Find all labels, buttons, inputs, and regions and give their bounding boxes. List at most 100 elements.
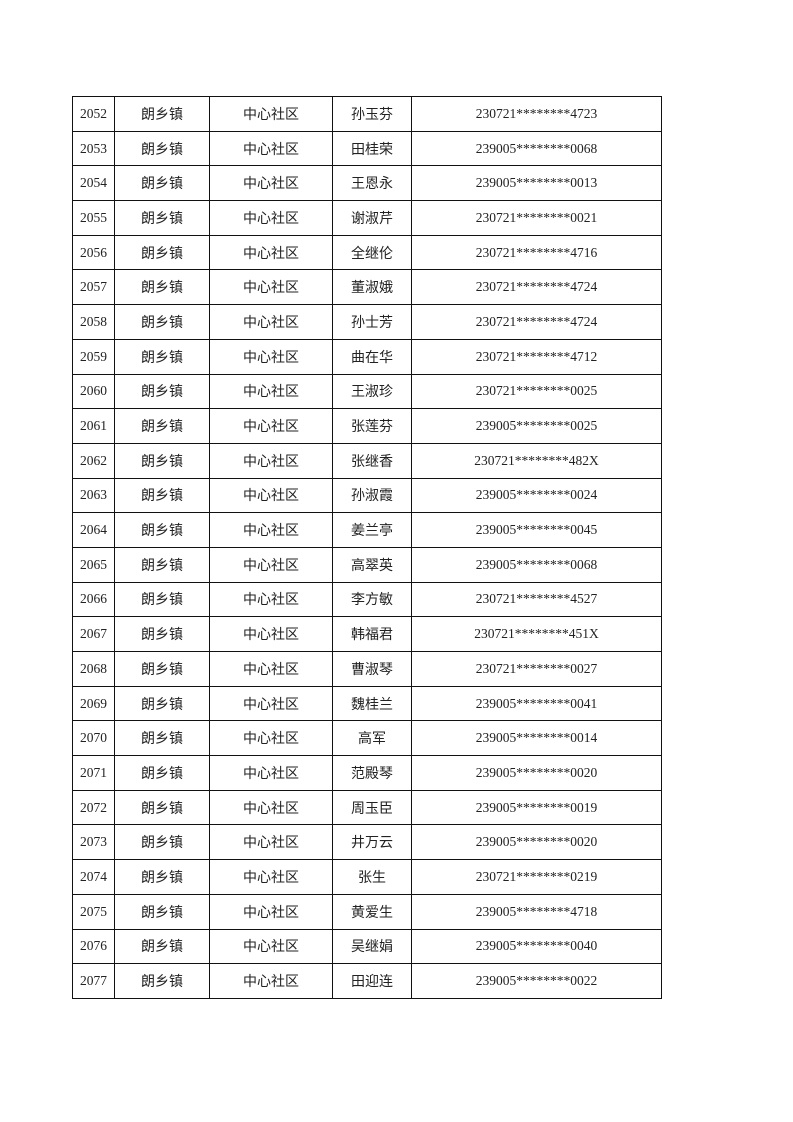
table-row: 2063 朗乡镇 中心社区 孙淑霞 239005********0024 bbox=[72, 477, 662, 514]
cell-community: 中心社区 bbox=[209, 130, 333, 167]
cell-community: 中心社区 bbox=[209, 893, 333, 930]
table-row: 2072 朗乡镇 中心社区 周玉臣 239005********0019 bbox=[72, 789, 662, 826]
cell-id-number: 239005********0068 bbox=[411, 130, 662, 167]
cell-town: 朗乡镇 bbox=[114, 442, 210, 479]
cell-name: 魏桂兰 bbox=[332, 685, 412, 722]
table-row: 2057 朗乡镇 中心社区 董淑娥 230721********4724 bbox=[72, 269, 662, 306]
table-row: 2066 朗乡镇 中心社区 李方敏 230721********4527 bbox=[72, 581, 662, 618]
cell-town: 朗乡镇 bbox=[114, 200, 210, 236]
table-row: 2074 朗乡镇 中心社区 张生 230721********0219 bbox=[72, 859, 662, 895]
cell-id-number: 230721********4716 bbox=[411, 234, 662, 271]
cell-id-number: 230721********4724 bbox=[411, 269, 662, 306]
cell-id-number: 230721********0027 bbox=[411, 651, 662, 687]
cell-name: 王恩永 bbox=[332, 165, 412, 202]
cell-community: 中心社区 bbox=[209, 789, 333, 826]
cell-community: 中心社区 bbox=[209, 963, 333, 999]
table-row: 2059 朗乡镇 中心社区 曲在华 230721********4712 bbox=[72, 338, 662, 375]
cell-row-number: 2062 bbox=[72, 442, 115, 479]
cell-name: 田桂荣 bbox=[332, 130, 412, 167]
cell-row-number: 2067 bbox=[72, 616, 115, 652]
table-row: 2069 朗乡镇 中心社区 魏桂兰 239005********0041 bbox=[72, 685, 662, 722]
cell-community: 中心社区 bbox=[209, 338, 333, 375]
cell-town: 朗乡镇 bbox=[114, 373, 210, 410]
cell-row-number: 2071 bbox=[72, 755, 115, 791]
cell-id-number: 239005********0024 bbox=[411, 477, 662, 514]
cell-town: 朗乡镇 bbox=[114, 651, 210, 687]
cell-town: 朗乡镇 bbox=[114, 616, 210, 652]
cell-row-number: 2068 bbox=[72, 651, 115, 687]
table-row: 2054 朗乡镇 中心社区 王恩永 239005********0013 bbox=[72, 165, 662, 202]
cell-town: 朗乡镇 bbox=[114, 512, 210, 548]
cell-row-number: 2058 bbox=[72, 304, 115, 340]
cell-id-number: 239005********0025 bbox=[411, 408, 662, 444]
records-table: 2052 朗乡镇 中心社区 孙玉芬 230721********4723 2053 朗乡镇中… bbox=[72, 96, 662, 999]
cell-community: 中心社区 bbox=[209, 546, 333, 583]
cell-row-number: 2056 bbox=[72, 234, 115, 271]
cell-id-number: 239005********0013 bbox=[411, 165, 662, 202]
cell-id-number: 230721********482X bbox=[411, 442, 662, 479]
table-row: 2071 朗乡镇 中心社区 范殿琴 239005********0020 bbox=[72, 755, 662, 791]
cell-town: 朗乡镇 bbox=[114, 789, 210, 826]
cell-community: 中心社区 bbox=[209, 616, 333, 652]
cell-town: 朗乡镇 bbox=[114, 685, 210, 722]
cell-id-number: 239005********0019 bbox=[411, 789, 662, 826]
cell-town: 朗乡镇 bbox=[114, 408, 210, 444]
cell-town: 朗乡镇 bbox=[114, 477, 210, 514]
table-row: 2064 朗乡镇 中心社区 姜兰亭 239005********0045 bbox=[72, 512, 662, 548]
cell-community: 中心社区 bbox=[209, 581, 333, 618]
cell-id-number: 239005********0014 bbox=[411, 720, 662, 757]
cell-community: 中心社区 bbox=[209, 373, 333, 410]
cell-name: 范殿琴 bbox=[332, 755, 412, 791]
cell-name: 全继伦 bbox=[332, 234, 412, 271]
cell-row-number: 2073 bbox=[72, 824, 115, 861]
cell-community: 中心社区 bbox=[209, 928, 333, 965]
cell-name: 李方敏 bbox=[332, 581, 412, 618]
cell-town: 朗乡镇 bbox=[114, 755, 210, 791]
cell-town: 朗乡镇 bbox=[114, 165, 210, 202]
cell-id-number: 230721********0219 bbox=[411, 859, 662, 895]
cell-row-number: 2075 bbox=[72, 893, 115, 930]
cell-name: 高翠英 bbox=[332, 546, 412, 583]
cell-id-number: 239005********0041 bbox=[411, 685, 662, 722]
cell-row-number: 2072 bbox=[72, 789, 115, 826]
cell-town: 朗乡镇 bbox=[114, 269, 210, 306]
cell-row-number: 2053 bbox=[72, 130, 115, 167]
cell-community: 中心社区 bbox=[209, 720, 333, 757]
cell-id-number: 230721********0021 bbox=[411, 200, 662, 236]
cell-town: 朗乡镇 bbox=[114, 859, 210, 895]
cell-town: 朗乡镇 bbox=[114, 824, 210, 861]
table-row: 2065 朗乡镇 中心社区 高翠英 239005********0068 bbox=[72, 546, 662, 583]
table-row: 2062 朗乡镇 中心社区 张继香 230721********482X bbox=[72, 442, 662, 479]
cell-id-number: 239005********0020 bbox=[411, 755, 662, 791]
cell-town: 朗乡镇 bbox=[114, 130, 210, 167]
cell-town: 朗乡镇 bbox=[114, 234, 210, 271]
cell-name: 张生 bbox=[332, 859, 412, 895]
cell-id-number: 230721********4723 bbox=[411, 96, 662, 132]
cell-id-number: 239005********0045 bbox=[411, 512, 662, 548]
cell-town: 朗乡镇 bbox=[114, 928, 210, 965]
cell-community: 中心社区 bbox=[209, 442, 333, 479]
cell-town: 朗乡镇 bbox=[114, 338, 210, 375]
cell-row-number: 2070 bbox=[72, 720, 115, 757]
cell-row-number: 2052 bbox=[72, 96, 115, 132]
cell-id-number: 239005********0022 bbox=[411, 963, 662, 999]
cell-row-number: 2059 bbox=[72, 338, 115, 375]
cell-name: 孙士芳 bbox=[332, 304, 412, 340]
cell-town: 朗乡镇 bbox=[114, 96, 210, 132]
table-row: 2070 朗乡镇 中心社区 高军 239005********0014 bbox=[72, 720, 662, 757]
cell-community: 中心社区 bbox=[209, 234, 333, 271]
cell-name: 曲在华 bbox=[332, 338, 412, 375]
cell-name: 井万云 bbox=[332, 824, 412, 861]
cell-community: 中心社区 bbox=[209, 824, 333, 861]
cell-town: 朗乡镇 bbox=[114, 963, 210, 999]
cell-row-number: 2069 bbox=[72, 685, 115, 722]
cell-name: 张继香 bbox=[332, 442, 412, 479]
cell-row-number: 2060 bbox=[72, 373, 115, 410]
cell-community: 中心社区 bbox=[209, 685, 333, 722]
cell-id-number: 230721********4724 bbox=[411, 304, 662, 340]
cell-id-number: 239005********0040 bbox=[411, 928, 662, 965]
cell-name: 黄爱生 bbox=[332, 893, 412, 930]
cell-row-number: 2055 bbox=[72, 200, 115, 236]
cell-community: 中心社区 bbox=[209, 96, 333, 132]
table-row: 2073 朗乡镇 中心社区 井万云 239005********0020 bbox=[72, 824, 662, 861]
